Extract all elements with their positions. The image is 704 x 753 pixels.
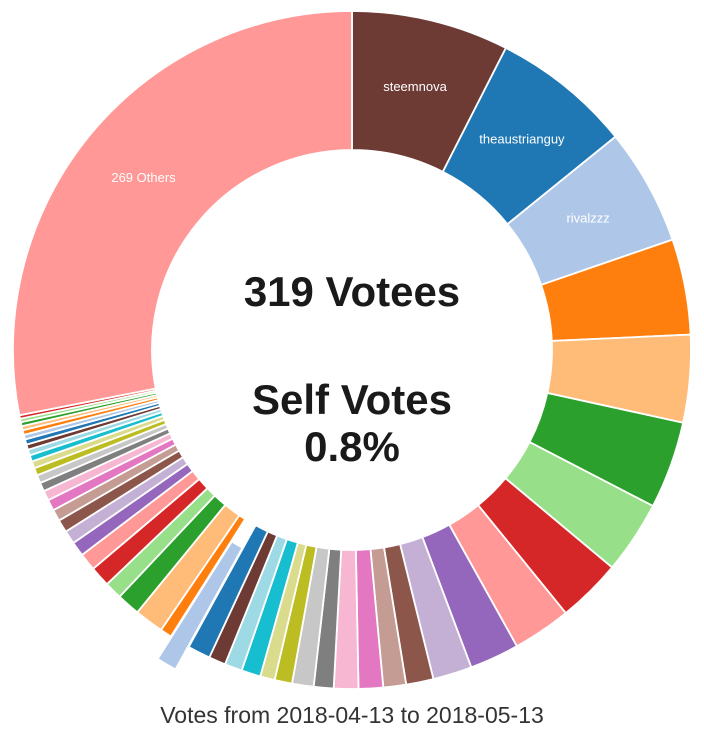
slice-label-steemnova: steemnova (383, 79, 447, 94)
slice-label-rivalzzz: rivalzzz (566, 211, 609, 226)
slice-label-theaustrianguy: theaustrianguy (479, 132, 565, 147)
total-votees-text: 319 Votees (243, 268, 461, 315)
pie-slice[interactable] (187, 524, 269, 659)
self-votes-percent: 0.8% (304, 423, 400, 470)
chart-caption: Votes from 2018-04-13 to 2018-05-13 (160, 702, 544, 728)
self-votes-label: Self Votes (252, 376, 452, 423)
slice-label-269-others: 269 Others (111, 170, 176, 185)
pie-slice-269-others[interactable] (12, 10, 353, 417)
